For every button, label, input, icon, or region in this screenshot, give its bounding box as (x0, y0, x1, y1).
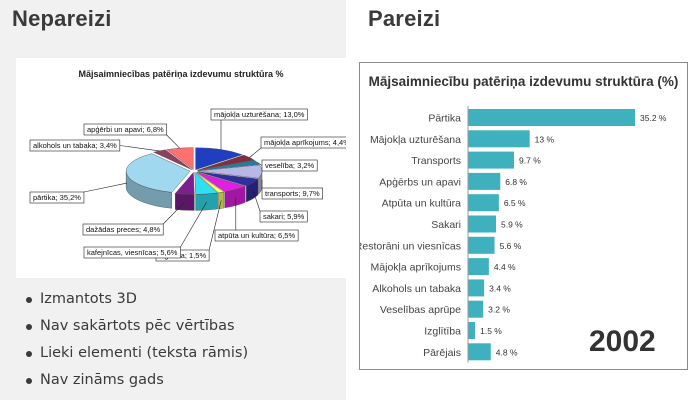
pie-slice (195, 172, 225, 194)
pie-callout-label: alkohols un tabaka; 3,4% (33, 141, 117, 150)
bar-chart-canvas: Pārtika 35.2 % Mājokļa uzturēšana 13 % Trans… (360, 106, 667, 363)
category-label: Mājokļa aprīkojums (371, 262, 461, 274)
value-label: 9.7 % (519, 156, 541, 166)
pie-callout-line (249, 147, 262, 158)
value-label: 13 % (535, 134, 555, 144)
pie-slice-side (175, 193, 195, 211)
category-label: Veselības aprūpe (380, 304, 461, 316)
pie-chart-canvas: mājokļa uzturēšana; 13,0% mājokļa aprīkoj… (29, 108, 346, 262)
pie-slice (196, 171, 246, 193)
pie-callout-label: veselība; 3,2% (265, 161, 315, 170)
bar (468, 236, 495, 254)
pie-slice (197, 164, 263, 179)
year-label: 2002 (589, 325, 656, 358)
bar-chart-title: Mājsaimniecību patēriņa izdevumu struktū… (368, 74, 679, 89)
pie-callout-line (180, 201, 207, 248)
pie-callout-label: mājokļa uzturēšana; 13,0% (214, 110, 305, 119)
bar-chart: Mājsaimniecību patēriņa izdevumu struktū… (359, 62, 688, 370)
pie-callout-box (214, 229, 299, 242)
value-label: 4.8 % (496, 347, 518, 357)
pie-slice (166, 147, 194, 171)
pie-callout-label: pārtika; 35,2% (33, 193, 81, 202)
pie-slice-side (195, 192, 218, 211)
value-label: 5.6 % (500, 241, 522, 251)
pie-slice (174, 171, 195, 195)
pie-chart: Mājsaimniecības patēriņa izdevumu strukt… (16, 58, 346, 278)
pie-callout-box (82, 223, 164, 236)
pie-callout-label: transports; 9,7% (265, 189, 320, 198)
pie-callout-line (166, 134, 180, 149)
pie-callout-label: kafejnīcas, viesnīcas; 5,6% (87, 248, 178, 257)
category-label: Alkohols un tabaka (372, 283, 461, 295)
pie-slice (195, 147, 243, 170)
pie-callout-box (260, 136, 346, 149)
correct-example-panel: Pareizi Mājsaimniecību patēriņa izdevumu… (350, 0, 700, 400)
bar (468, 322, 476, 339)
pie-callout-box (261, 187, 323, 200)
value-label: 5.9 % (501, 220, 523, 230)
bar (468, 300, 484, 318)
value-label: 3.2 % (488, 305, 510, 315)
correct-heading: Pareizi (368, 6, 441, 31)
pie-callout-line (208, 200, 222, 251)
category-label: Transports (411, 155, 461, 167)
wrong-heading: Nepareizi (12, 6, 112, 31)
pie-callout-label: izglītība; 1,5% (159, 251, 206, 260)
issue-bullet: Nav sakārtots pēc vērtības (24, 314, 248, 341)
pie-callout-line (257, 162, 263, 166)
category-label: Pārējais (423, 347, 461, 359)
bar (468, 151, 515, 169)
pie-slice (194, 171, 219, 195)
pie-callout-box (83, 123, 168, 136)
pie-callout-label: sakari; 5,9% (263, 212, 305, 221)
pie-callout-label: dažādas preces; 4,8% (86, 225, 161, 234)
bar (468, 258, 489, 276)
value-label: 1.5 % (480, 326, 502, 336)
issue-bullet: Nav zināms gads (24, 368, 248, 395)
category-label: Restorāni un viesnīcas (360, 240, 461, 252)
pie-callout-line (252, 190, 261, 212)
bar (468, 215, 496, 233)
category-label: Pārtika (428, 113, 461, 125)
pie-callout-box (259, 210, 308, 223)
category-label: Mājokļa uzturēšana (370, 134, 461, 146)
pie-callout-box (83, 246, 181, 259)
category-label: Sakari (431, 219, 461, 231)
value-label: 6.8 % (505, 177, 527, 187)
bar (468, 172, 501, 190)
bar (468, 279, 485, 297)
value-label: 4.4 % (494, 262, 516, 272)
bar (468, 130, 530, 148)
category-label: Apģērbs un apavi (379, 175, 461, 188)
bar (468, 343, 491, 361)
value-label: 35.2 % (640, 113, 667, 123)
issue-bullet: Izmantots 3D (24, 287, 248, 314)
value-label: 3.4 % (489, 283, 511, 293)
bar (468, 109, 635, 126)
pie-slice (125, 153, 191, 193)
category-label: Atpūta un kultūra (382, 198, 462, 210)
bar (468, 194, 499, 212)
issues-list: Izmantots 3D Nav sakārtots pēc vērtības … (24, 287, 248, 395)
pie-callout-line (83, 182, 128, 193)
pie-callout-label: mājokļa aprīkojums; 4,4% (264, 138, 346, 147)
pie-callout-line (162, 201, 185, 225)
wrong-example-panel: Nepareizi Mājsaimniecības patēriņa izdev… (0, 0, 346, 400)
pie-callout-box (29, 191, 85, 204)
pie-callout-label: apģērbi un apavi; 6,8% (87, 125, 164, 134)
issue-bullet: Lieki elementi (teksta rāmis) (24, 341, 248, 368)
pie-chart-title: Mājsaimniecības patēriņa izdevumu strukt… (78, 69, 284, 79)
category-label: Izglītība (424, 326, 461, 338)
pie-callout-label: atpūta un kultūra; 6,5% (218, 231, 295, 240)
value-label: 6.5 % (504, 198, 526, 208)
pie-slice (197, 171, 259, 187)
pie-callout-box (210, 108, 308, 121)
pie-callout-line (119, 145, 160, 152)
